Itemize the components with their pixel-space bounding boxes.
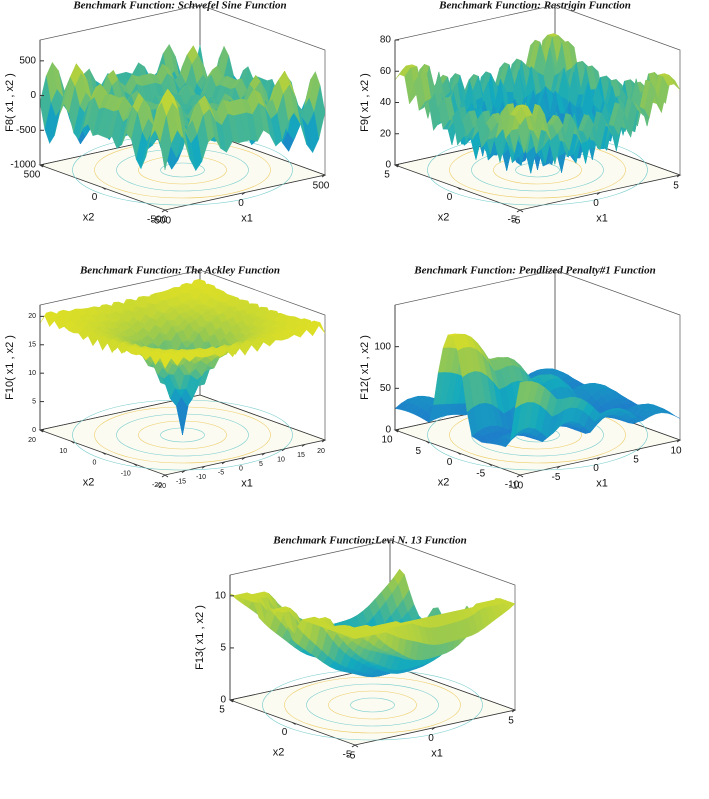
z-tick-label: 500 (19, 55, 36, 66)
z-tick-label: 0 (385, 425, 391, 436)
surface-cell (159, 116, 172, 171)
y-tick-label: 20 (28, 437, 36, 444)
y-axis-label: x2 (83, 476, 95, 488)
z-axis-label: F8( x1 , x2 ) (4, 73, 16, 132)
y-tick-label: 500 (24, 170, 41, 181)
z-tick-label: 80 (380, 35, 392, 46)
z-tick-label: -1000 (10, 160, 36, 171)
y-tick (519, 209, 524, 213)
x-tick (321, 174, 326, 178)
x-tick-label: 0 (428, 733, 434, 744)
z-tick-label: 100 (374, 341, 391, 352)
x-tick (161, 209, 166, 213)
z-tick-label: 10 (215, 590, 227, 601)
x-tick-label: -5 (552, 472, 561, 483)
x-tick-label: 0 (238, 198, 244, 209)
x-tick (241, 192, 246, 195)
y-tick-label: 5 (384, 170, 390, 181)
x-tick-label: 5 (633, 454, 639, 465)
z-axis-label: F9( x1 , x2 ) (359, 73, 371, 132)
x-tick-label: 0 (593, 463, 599, 474)
z-tick-label: 0 (32, 427, 36, 434)
z-axis-label: F12( x1 , x2 ) (359, 335, 371, 400)
x-axis-label: x1 (596, 477, 608, 489)
chart-title: Benchmark Function: Schwefel Sine Functi… (72, 0, 286, 12)
x-tick-label: 15 (297, 452, 305, 459)
y-tick (164, 209, 169, 213)
x-tick-label: 5 (259, 461, 263, 468)
x-axis-label: x1 (596, 212, 608, 224)
x-tick (516, 474, 521, 478)
y-tick (102, 187, 106, 190)
y-tick-label: 0 (93, 459, 97, 466)
y-tick-label: 0 (92, 192, 98, 203)
x-tick (351, 744, 356, 748)
x-tick-label: 0 (593, 198, 599, 209)
y-tick-label: 10 (59, 448, 67, 455)
x-tick-label: 0 (239, 465, 243, 472)
z-tick-label: 0 (220, 695, 226, 706)
z-tick-label: 5 (32, 398, 36, 405)
y-tick (519, 474, 524, 478)
y-tick-label: -500 (147, 215, 167, 226)
y-tick-label: 5 (219, 705, 225, 716)
y-axis-label: x2 (438, 211, 450, 223)
y-tick-label: -10 (505, 480, 520, 491)
x-axis-label: x1 (241, 212, 253, 224)
x-tick-label: 500 (313, 181, 330, 192)
y-tick (354, 744, 359, 748)
z-tick-label: 40 (380, 97, 392, 108)
z-tick-label: 0 (385, 160, 391, 171)
y-tick-label: 0 (282, 727, 288, 738)
y-tick-label: -5 (508, 215, 517, 226)
y-tick-label: 0 (447, 457, 453, 468)
y-tick (164, 474, 169, 478)
y-tick-label: 5 (415, 446, 421, 457)
z-tick-label: 50 (380, 383, 392, 394)
y-axis-label: x2 (273, 746, 285, 758)
y-tick-label: -5 (343, 750, 352, 761)
z-axis-label: F10( x1 , x2 ) (4, 335, 16, 400)
x-tick-label: 20 (317, 448, 325, 455)
x-tick-label: -5 (218, 470, 224, 477)
floor-contour (160, 162, 205, 178)
y-tick-label: 0 (447, 192, 453, 203)
x-tick-label: 5 (508, 716, 514, 727)
x-tick (161, 474, 166, 478)
x-tick-label: 5 (673, 181, 679, 192)
x-axis-label: x1 (431, 747, 443, 759)
x-tick (516, 209, 521, 213)
x-tick-label: 10 (277, 457, 285, 464)
x-tick-label: 10 (670, 446, 682, 457)
z-tick-label: 15 (28, 342, 36, 349)
z-tick-label: 60 (380, 66, 392, 77)
y-axis-label: x2 (438, 476, 450, 488)
y-tick-label: -10 (121, 471, 131, 478)
z-tick-label: 20 (380, 128, 392, 139)
chart-title: Benchmark Function: Rastrigin Function (438, 0, 631, 12)
y-tick-label: -5 (476, 468, 485, 479)
y-tick-label: 10 (381, 435, 393, 446)
x-tick-label: -500 (151, 216, 171, 227)
z-tick-label: 20 (28, 313, 36, 320)
x-tick-label: -10 (196, 474, 206, 481)
z-tick-label: -500 (16, 125, 36, 136)
y-axis-label: x2 (83, 211, 95, 223)
x-axis-label: x1 (241, 477, 253, 489)
z-axis-label: F13( x1 , x2 ) (194, 605, 206, 670)
z-tick-label: 10 (28, 370, 36, 377)
y-tick-label: -20 (152, 482, 162, 489)
z-tick-label: 5 (220, 643, 226, 654)
z-tick-label: 0 (30, 90, 36, 101)
x-tick-label: -15 (176, 478, 186, 485)
floor-contour (138, 155, 227, 185)
